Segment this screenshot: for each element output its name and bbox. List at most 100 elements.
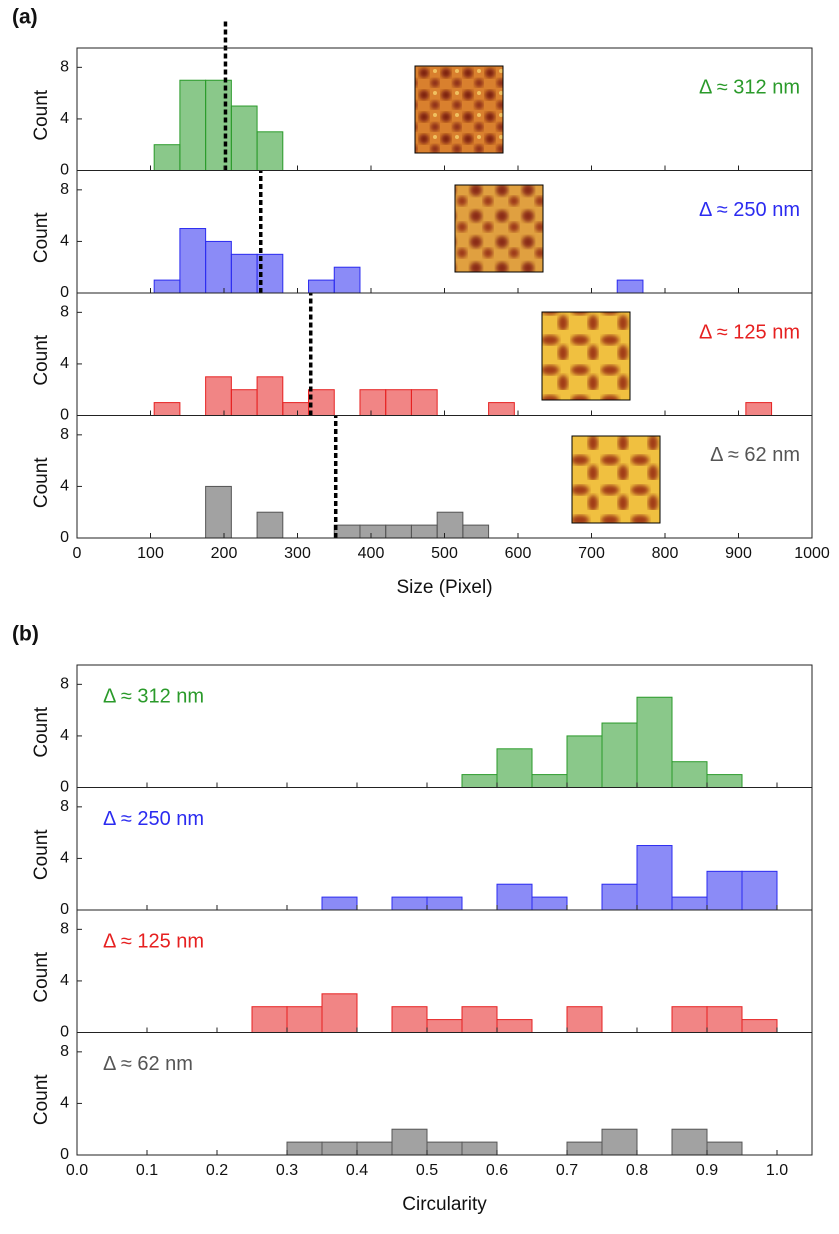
y-axis-title: Count: [31, 706, 52, 757]
bar: [411, 525, 437, 538]
series-label: Δ ≈ 250 nm: [103, 808, 204, 830]
bar: [427, 1142, 462, 1155]
series-label: Δ ≈ 250 nm: [699, 199, 800, 221]
bar: [392, 897, 427, 910]
y-tick-label: 8: [60, 1043, 69, 1060]
x-tick-label: 0: [73, 545, 82, 562]
x-tick-label: 0.3: [276, 1162, 298, 1179]
x-axis-title: Size (Pixel): [396, 577, 492, 598]
y-tick-label: 8: [60, 181, 69, 198]
bar: [462, 1142, 497, 1155]
bar: [617, 280, 643, 293]
bar: [672, 897, 707, 910]
bars-layer: [252, 697, 777, 1155]
bar: [462, 1007, 497, 1033]
bar: [180, 229, 206, 293]
y-axis-title: Count: [31, 1074, 52, 1125]
bar: [334, 267, 360, 293]
y-tick-label: 8: [60, 59, 69, 76]
bar: [392, 1007, 427, 1033]
x-tick-label: 0.1: [136, 1162, 158, 1179]
bar: [154, 280, 180, 293]
bar: [707, 775, 742, 788]
bar: [672, 762, 707, 788]
bar: [567, 1007, 602, 1033]
bar: [567, 736, 602, 788]
series-label: Δ ≈ 125 nm: [103, 930, 204, 952]
plot-frame: [77, 293, 812, 416]
y-tick-label: 8: [60, 304, 69, 321]
y-axis-title: Count: [31, 829, 52, 880]
bar: [489, 403, 515, 416]
afm-inset: [572, 436, 660, 523]
bar: [742, 871, 777, 910]
bar: [672, 1129, 707, 1155]
x-tick-label: 100: [137, 545, 164, 562]
bar: [602, 884, 637, 910]
bar: [360, 525, 386, 538]
x-tick-label: 0.9: [696, 1162, 718, 1179]
x-tick-label: 400: [358, 545, 385, 562]
bar: [746, 403, 772, 416]
series-label: Δ ≈ 125 nm: [699, 321, 800, 343]
panel-label: (a): [12, 6, 38, 29]
y-axis-title: Count: [31, 951, 52, 1002]
y-tick-label: 4: [60, 355, 69, 372]
y-axis-title: Count: [31, 212, 52, 263]
bar: [386, 525, 412, 538]
bar: [497, 749, 532, 788]
bar: [206, 377, 232, 416]
bar: [231, 254, 257, 293]
bar: [257, 512, 283, 538]
bar: [637, 846, 672, 910]
y-axis-title: Count: [31, 89, 52, 140]
bar: [462, 775, 497, 788]
bar: [357, 1142, 392, 1155]
bar: [252, 1007, 287, 1033]
y-tick-label: 0: [60, 407, 69, 424]
afm-inset: [415, 66, 503, 153]
y-tick-label: 0: [60, 901, 69, 918]
bar: [427, 1020, 462, 1033]
bar: [231, 106, 257, 170]
bar: [322, 897, 357, 910]
bar: [567, 1142, 602, 1155]
y-tick-label: 0: [60, 1146, 69, 1163]
panel-label: (b): [12, 623, 39, 646]
y-tick-label: 0: [60, 284, 69, 301]
x-tick-label: 1000: [794, 545, 830, 562]
bar: [707, 1142, 742, 1155]
afm-inset: [542, 312, 630, 400]
bar: [707, 1007, 742, 1033]
y-tick-label: 4: [60, 850, 69, 867]
y-axis-title: Count: [31, 457, 52, 508]
bar: [309, 280, 335, 293]
bar: [637, 697, 672, 787]
x-tick-label: 0.2: [206, 1162, 228, 1179]
y-tick-label: 0: [60, 162, 69, 179]
y-tick-label: 8: [60, 921, 69, 938]
x-tick-label: 800: [652, 545, 679, 562]
afm-insets: [415, 66, 660, 523]
x-tick-label: 0.4: [346, 1162, 368, 1179]
y-tick-label: 4: [60, 727, 69, 744]
y-tick-label: 0: [60, 779, 69, 796]
y-tick-label: 4: [60, 110, 69, 127]
bar: [707, 871, 742, 910]
bar: [322, 994, 357, 1033]
bar: [532, 775, 567, 788]
y-tick-label: 0: [60, 1024, 69, 1041]
bar: [360, 390, 386, 416]
bar: [322, 1142, 357, 1155]
y-tick-label: 8: [60, 798, 69, 815]
figure: (a)048CountΔ ≈ 312 nm048CountΔ ≈ 250 nm0…: [0, 0, 839, 1234]
bar: [287, 1007, 322, 1033]
y-axis-title: Count: [31, 334, 52, 385]
y-tick-label: 4: [60, 478, 69, 495]
x-tick-label: 0.5: [416, 1162, 438, 1179]
bar: [497, 884, 532, 910]
bar: [497, 1020, 532, 1033]
y-tick-label: 4: [60, 972, 69, 989]
x-tick-label: 0.7: [556, 1162, 578, 1179]
x-tick-label: 500: [431, 545, 458, 562]
